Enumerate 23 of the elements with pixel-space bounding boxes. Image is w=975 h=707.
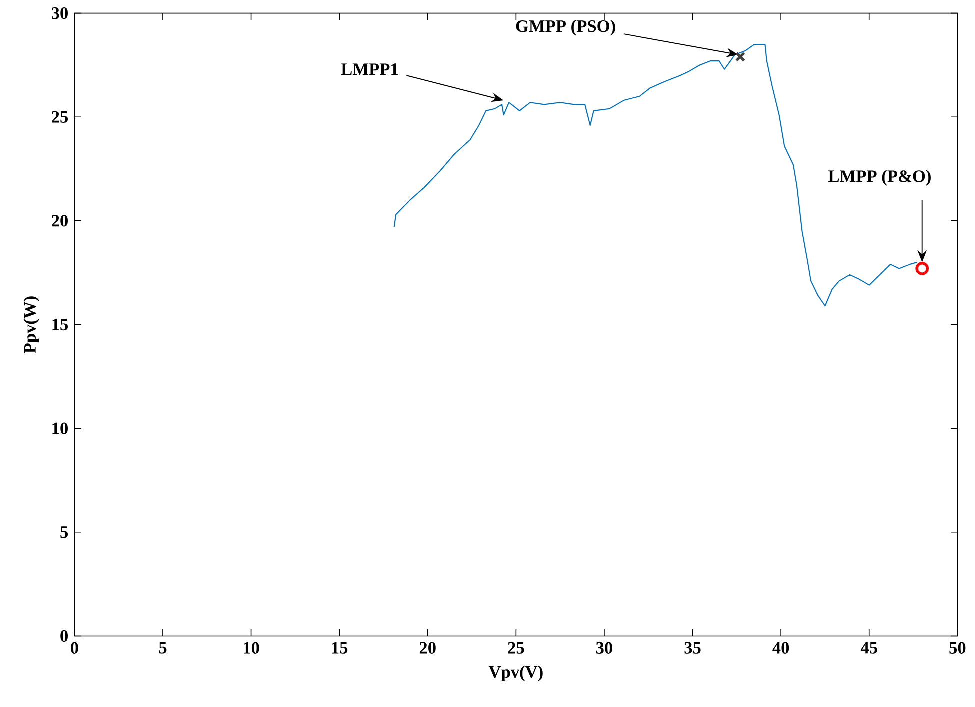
x-tick-label: 0 (71, 642, 78, 654)
y-tick-label: 10 (52, 422, 68, 434)
x-tick-label: 25 (508, 642, 524, 654)
x-tick-label: 10 (244, 642, 260, 654)
y-tick-label: 5 (60, 526, 68, 538)
y-axis-title: Ppv(W) (24, 296, 40, 354)
annotation: LMPP1 (341, 64, 398, 76)
x-tick-label: 5 (159, 642, 167, 654)
x-tick-label: 30 (596, 642, 612, 654)
annotation: LMPP (P&O) (828, 170, 931, 186)
x-tick-label: 45 (860, 642, 878, 654)
x-tick-label: 50 (950, 642, 966, 654)
x-tick-label: 20 (420, 642, 436, 654)
y-tick-label: 15 (52, 319, 68, 331)
x-axis-title: Vpv(V) (488, 666, 543, 682)
annotation: GMPP (PSO) (516, 20, 616, 36)
y-tick-label: 0 (60, 630, 68, 642)
x-tick-label: 35 (684, 642, 701, 654)
y-tick-label: 20 (52, 215, 68, 227)
x-tick-label: 15 (332, 642, 348, 654)
y-tick-label: 30 (52, 8, 68, 20)
x-tick-label: 40 (772, 642, 790, 654)
y-tick-label: 25 (52, 111, 68, 124)
